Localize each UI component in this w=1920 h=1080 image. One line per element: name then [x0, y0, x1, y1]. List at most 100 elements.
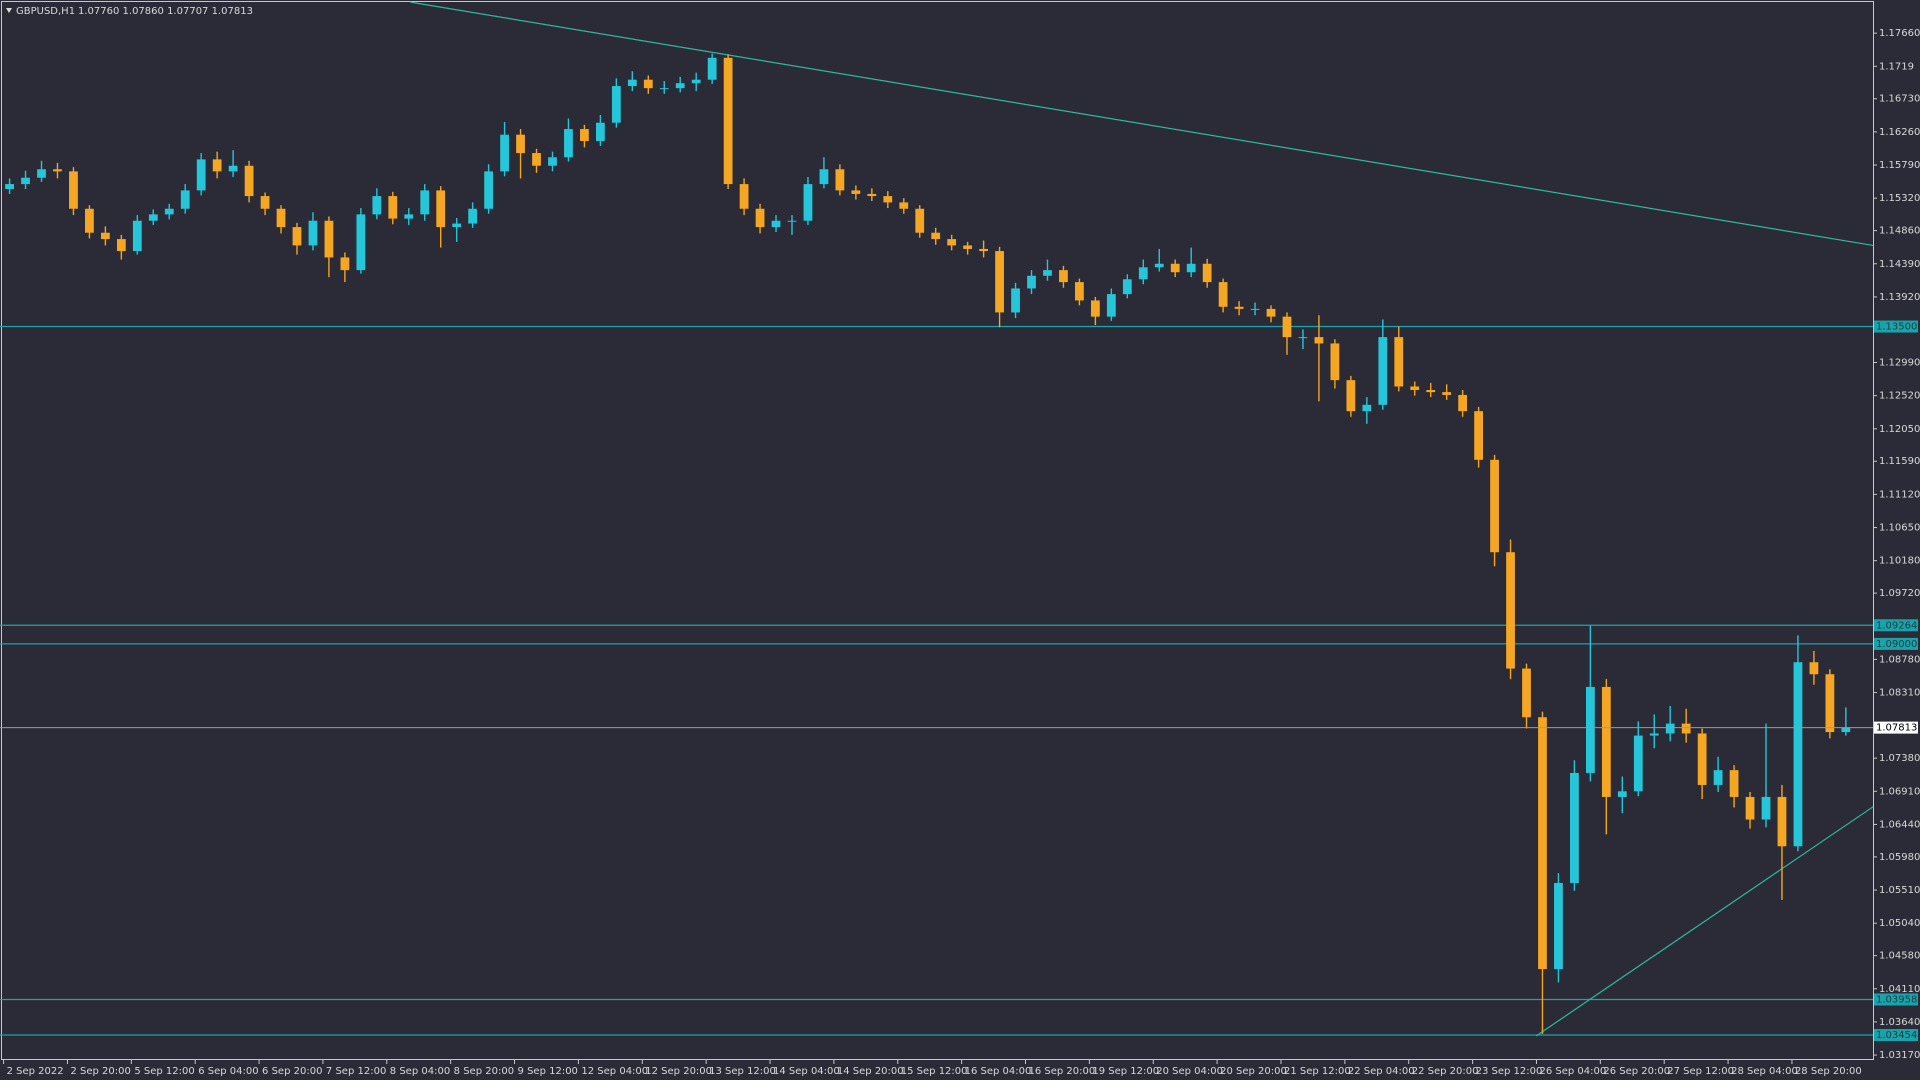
candle-body: [516, 134, 525, 154]
x-tick-label: 8 Sep 04:00: [390, 1066, 450, 1077]
candle-body: [324, 220, 334, 258]
last-price-label: 1.07813: [1876, 723, 1917, 734]
y-tick-label: 1.06910: [1879, 786, 1920, 797]
candle-body: [292, 227, 302, 246]
candle-body: [372, 196, 382, 215]
y-tick-label: 1.04580: [1879, 951, 1920, 962]
candle-body: [1378, 337, 1388, 405]
y-tick-label: 1.06440: [1879, 819, 1920, 830]
candle-body: [308, 220, 318, 246]
candle-body: [1394, 337, 1404, 387]
x-tick-label: 15 Sep 12:00: [901, 1066, 968, 1077]
level-label-box: [1874, 637, 1918, 650]
candle-body: [1841, 727, 1851, 733]
candle-body: [1186, 263, 1196, 273]
x-tick-label: 16 Sep 20:00: [1029, 1066, 1096, 1077]
x-tick-label: 26 Sep 20:00: [1603, 1066, 1670, 1077]
candle-body: [500, 134, 509, 172]
candle-body: [1681, 723, 1691, 734]
candle-body: [420, 190, 430, 215]
candle-body: [132, 220, 142, 252]
candle-body: [1314, 337, 1324, 344]
candle-body: [1713, 770, 1723, 785]
x-tick-label: 2 Sep 20:00: [70, 1066, 130, 1077]
candle-body: [1154, 263, 1164, 268]
candle-body: [931, 232, 941, 240]
candle-body: [1697, 733, 1707, 785]
candle-body: [739, 184, 749, 209]
candle-body: [1474, 411, 1483, 460]
x-tick-label: 28 Sep 20:00: [1795, 1066, 1862, 1077]
x-tick-label: 5 Sep 12:00: [134, 1066, 194, 1077]
marks: [0, 1, 1874, 1037]
x-tick-label: 14 Sep 04:00: [773, 1066, 840, 1077]
y-tick-label: 1.08310: [1879, 688, 1920, 699]
level-label-box: [1874, 993, 1918, 1006]
candle-body: [276, 208, 286, 228]
candle-body: [388, 196, 398, 219]
candle-body: [1202, 263, 1212, 283]
candle-body: [1538, 717, 1547, 970]
candle-body: [1617, 791, 1627, 797]
candle-body: [707, 57, 717, 80]
candle-body: [1218, 282, 1228, 307]
candle-body: [1059, 270, 1068, 283]
candle-body: [564, 129, 573, 158]
candle-body: [723, 57, 733, 185]
candle-body: [851, 190, 861, 194]
candle-body: [404, 214, 414, 219]
x-tick-label: 26 Sep 04:00: [1539, 1066, 1606, 1077]
y-tick-label: 1.14390: [1879, 259, 1920, 270]
y-tick-label: 1.05980: [1879, 852, 1920, 863]
candle-body: [196, 159, 206, 191]
x-tick-label: 27 Sep 12:00: [1667, 1066, 1734, 1077]
candle-body: [436, 190, 446, 228]
y-tick-label: 1.10180: [1879, 556, 1920, 567]
candle-body: [1777, 796, 1787, 847]
candle-body: [1442, 392, 1452, 395]
x-tick-label: 20 Sep 04:00: [1156, 1066, 1223, 1077]
y-tick-label: 1.12050: [1879, 424, 1920, 435]
candle-body: [867, 193, 877, 197]
candle-body: [1426, 390, 1436, 393]
level-label-box: [1874, 619, 1918, 632]
trendline: [1535, 806, 1874, 1037]
y-tick-label: 1.16730: [1879, 94, 1920, 105]
candle-body: [452, 223, 462, 228]
y-tick-label: 1.03170: [1879, 1050, 1920, 1061]
x-tick-label: 14 Sep 20:00: [837, 1066, 904, 1077]
candle-body: [1458, 394, 1468, 412]
plot-frame: [1, 1, 1874, 1060]
candle-body: [883, 196, 893, 203]
candle-body: [1554, 882, 1563, 970]
y-tick-label: 1.08780: [1879, 654, 1920, 665]
candle-body: [611, 86, 621, 123]
candle-body: [995, 251, 1004, 313]
candle-body: [1170, 263, 1180, 273]
x-tick-label: 20 Sep 20:00: [1220, 1066, 1287, 1077]
y-tick-label: 1.17660: [1879, 28, 1920, 39]
y-tick-label: 1.16260: [1879, 127, 1920, 138]
candle-body: [1665, 723, 1675, 734]
candle-body: [1761, 796, 1771, 820]
y-tick-label: 1.03640: [1879, 1017, 1920, 1028]
y-tick-label: 1.15790: [1879, 160, 1920, 171]
x-tick-label: 23 Sep 12:00: [1476, 1066, 1543, 1077]
candle-body: [595, 122, 605, 142]
candle-body: [532, 153, 541, 166]
candle-body: [1745, 796, 1755, 820]
y-tick-label: 1.04110: [1879, 984, 1920, 995]
candle-body: [627, 79, 637, 87]
candle-body: [1106, 294, 1116, 317]
y-tick-label: 1.11590: [1879, 456, 1920, 467]
x-tick-label: 22 Sep 04:00: [1348, 1066, 1415, 1077]
y-tick-label: 1.15320: [1879, 193, 1920, 204]
candle-body: [1075, 282, 1084, 301]
candle-body: [69, 171, 78, 209]
x-tick-label: 21 Sep 12:00: [1284, 1066, 1351, 1077]
candle-body: [979, 248, 988, 252]
y-tick-label: 1.07380: [1879, 753, 1920, 764]
menu-arrow[interactable]: [6, 8, 12, 13]
candle-body: [675, 83, 685, 89]
